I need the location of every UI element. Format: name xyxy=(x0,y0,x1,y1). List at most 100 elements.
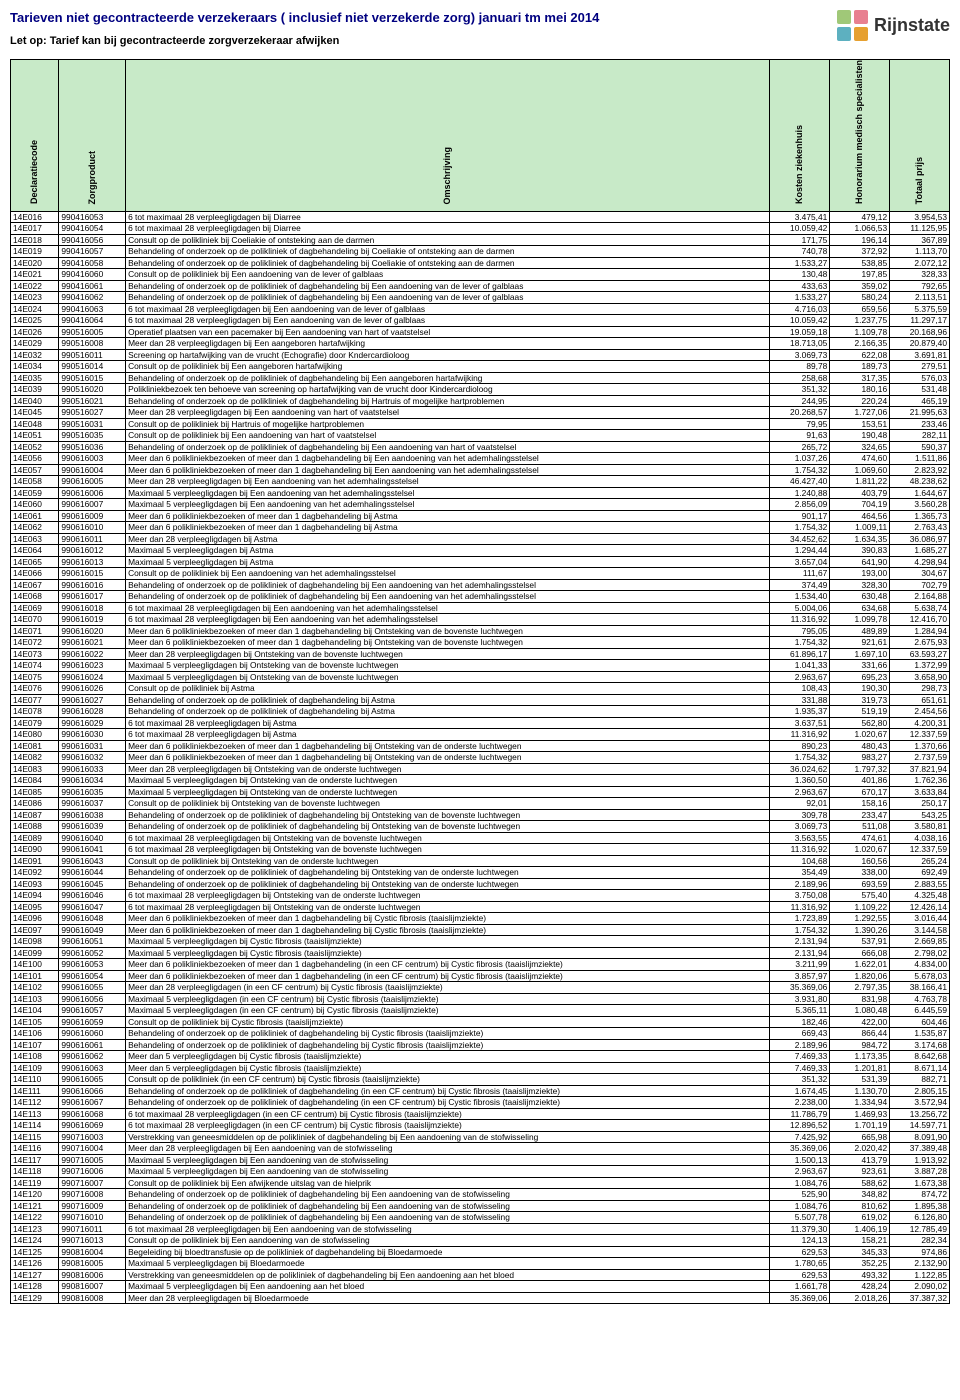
cell-amount: 4.200,31 xyxy=(890,717,950,729)
cell-amount: 1.634,35 xyxy=(830,533,890,545)
cell-description: 6 tot maximaal 28 verpleegligdagen bij D… xyxy=(126,223,770,235)
cell-code: 14E116 xyxy=(11,1143,59,1155)
cell-amount: 1.644,67 xyxy=(890,487,950,499)
table-row: 14E128990816007Maximaal 5 verpleegligdag… xyxy=(11,1281,950,1293)
cell-amount: 3.637,51 xyxy=(770,717,830,729)
cell-amount: 91,63 xyxy=(770,430,830,442)
cell-description: Maximaal 5 verpleegligdagen (in een CF c… xyxy=(126,1005,770,1017)
cell-amount: 474,61 xyxy=(830,832,890,844)
table-row: 14E0799906160296 tot maximaal 28 verplee… xyxy=(11,717,950,729)
cell-amount: 2.113,51 xyxy=(890,292,950,304)
table-row: 14E097990616049Meer dan 6 polikliniekbez… xyxy=(11,924,950,936)
cell-code: 14E026 xyxy=(11,326,59,338)
cell-code: 14E091 xyxy=(11,855,59,867)
cell-amount: 1.913,92 xyxy=(890,1154,950,1166)
cell-amount: 3.560,28 xyxy=(890,499,950,511)
cell-amount: 464,56 xyxy=(830,510,890,522)
cell-code: 14E101 xyxy=(11,970,59,982)
table-row: 14E058990616005Meer dan 28 verpleegligda… xyxy=(11,476,950,488)
cell-amount: 1.754,32 xyxy=(770,924,830,936)
cell-amount: 2.763,43 xyxy=(890,522,950,534)
cell-amount: 8.091,90 xyxy=(890,1131,950,1143)
cell-description: Meer dan 6 polikliniekbezoeken of meer d… xyxy=(126,464,770,476)
cell-amount: 1.294,44 xyxy=(770,545,830,557)
cell-code: 990616048 xyxy=(59,913,126,925)
page-title: Tarieven niet gecontracteerde verzekeraa… xyxy=(10,10,599,25)
cell-code: 990416061 xyxy=(59,280,126,292)
table-row: 14E107990616061Behandeling of onderzoek … xyxy=(11,1039,950,1051)
cell-code: 14E109 xyxy=(11,1062,59,1074)
cell-amount: 354,49 xyxy=(770,867,830,879)
cell-code: 14E094 xyxy=(11,890,59,902)
cell-code: 990616004 xyxy=(59,464,126,476)
cell-description: Maximaal 5 verpleegligdagen bij Ontsteki… xyxy=(126,786,770,798)
cell-code: 14E086 xyxy=(11,798,59,810)
col-declaratiecode: Declaratiecode xyxy=(11,60,59,212)
table-row: 14E019990416057Behandeling of onderzoek … xyxy=(11,246,950,258)
cell-code: 14E075 xyxy=(11,671,59,683)
cell-amount: 641,90 xyxy=(830,556,890,568)
cell-code: 990716007 xyxy=(59,1177,126,1189)
cell-amount: 11.316,92 xyxy=(770,844,830,856)
table-row: 14E0809906160306 tot maximaal 28 verplee… xyxy=(11,729,950,741)
cell-code: 14E096 xyxy=(11,913,59,925)
cell-description: Behandeling of onderzoek op de poliklini… xyxy=(126,372,770,384)
table-header-row: Declaratiecode Zorgproduct Omschrijving … xyxy=(11,60,950,212)
cell-amount: 984,72 xyxy=(830,1039,890,1051)
cell-code: 990616023 xyxy=(59,660,126,672)
cell-amount: 19.059,18 xyxy=(770,326,830,338)
cell-description: 6 tot maximaal 28 verpleegligdagen (in e… xyxy=(126,1108,770,1120)
cell-code: 14E072 xyxy=(11,637,59,649)
cell-code: 990616037 xyxy=(59,798,126,810)
table-row: 14E039990516020Polikliniekbezoek ten beh… xyxy=(11,384,950,396)
cell-description: Maximaal 5 verpleegligdagen bij Cystic f… xyxy=(126,947,770,959)
cell-amount: 704,19 xyxy=(830,499,890,511)
table-row: 14E032990516011Screening op hartafwijkin… xyxy=(11,349,950,361)
cell-amount: 11.379,30 xyxy=(770,1223,830,1235)
cell-amount: 2.189,96 xyxy=(770,878,830,890)
table-row: 14E112990616067Behandeling of onderzoek … xyxy=(11,1097,950,1109)
cell-code: 14E114 xyxy=(11,1120,59,1132)
page-subtitle: Let op: Tarief kan bij gecontracteerde z… xyxy=(10,35,599,47)
cell-amount: 265,24 xyxy=(890,855,950,867)
cell-description: Screening op hartafwijking van de vrucht… xyxy=(126,349,770,361)
cell-description: Verstrekking van geneesmiddelen op de po… xyxy=(126,1131,770,1143)
cell-amount: 1.360,50 xyxy=(770,775,830,787)
cell-description: 6 tot maximaal 28 verpleegligdagen bij E… xyxy=(126,614,770,626)
table-row: 14E081990616031Meer dan 6 polikliniekbez… xyxy=(11,740,950,752)
cell-amount: 1.811,22 xyxy=(830,476,890,488)
cell-amount: 317,35 xyxy=(830,372,890,384)
cell-amount: 433,63 xyxy=(770,280,830,292)
cell-code: 14E122 xyxy=(11,1212,59,1224)
cell-description: Meer dan 6 polikliniekbezoeken of meer d… xyxy=(126,970,770,982)
cell-code: 990616026 xyxy=(59,683,126,695)
cell-amount: 2.018,26 xyxy=(830,1292,890,1304)
cell-amount: 2.164,88 xyxy=(890,591,950,603)
table-row: 14E0899906160406 tot maximaal 28 verplee… xyxy=(11,832,950,844)
cell-amount: 1.534,40 xyxy=(770,591,830,603)
cell-amount: 740,78 xyxy=(770,246,830,258)
cell-amount: 3.069,73 xyxy=(770,821,830,833)
cell-amount: 1.084,76 xyxy=(770,1177,830,1189)
cell-code: 990616032 xyxy=(59,752,126,764)
cell-code: 14E118 xyxy=(11,1166,59,1178)
cell-amount: 37.821,94 xyxy=(890,763,950,775)
cell-amount: 2.189,96 xyxy=(770,1039,830,1051)
cell-code: 14E113 xyxy=(11,1108,59,1120)
table-row: 14E018990416056Consult op de polikliniek… xyxy=(11,234,950,246)
cell-code: 14E093 xyxy=(11,878,59,890)
table-row: 14E126990816005Maximaal 5 verpleegligdag… xyxy=(11,1258,950,1270)
cell-description: 6 tot maximaal 28 verpleegligdagen bij O… xyxy=(126,844,770,856)
table-row: 14E124990716013Consult op de polikliniek… xyxy=(11,1235,950,1247)
cell-amount: 1.173,35 xyxy=(830,1051,890,1063)
cell-description: Meer dan 6 polikliniekbezoeken of meer d… xyxy=(126,625,770,637)
cell-amount: 20.268,57 xyxy=(770,407,830,419)
table-row: 14E020990416058Behandeling of onderzoek … xyxy=(11,257,950,269)
cell-description: Consult op de polikliniek bij Ontsteking… xyxy=(126,855,770,867)
cell-amount: 2.963,67 xyxy=(770,1166,830,1178)
cell-amount: 669,43 xyxy=(770,1028,830,1040)
cell-code: 990616062 xyxy=(59,1051,126,1063)
cell-amount: 5.365,11 xyxy=(770,1005,830,1017)
cell-code: 990616005 xyxy=(59,476,126,488)
table-row: 14E086990616037Consult op de polikliniek… xyxy=(11,798,950,810)
